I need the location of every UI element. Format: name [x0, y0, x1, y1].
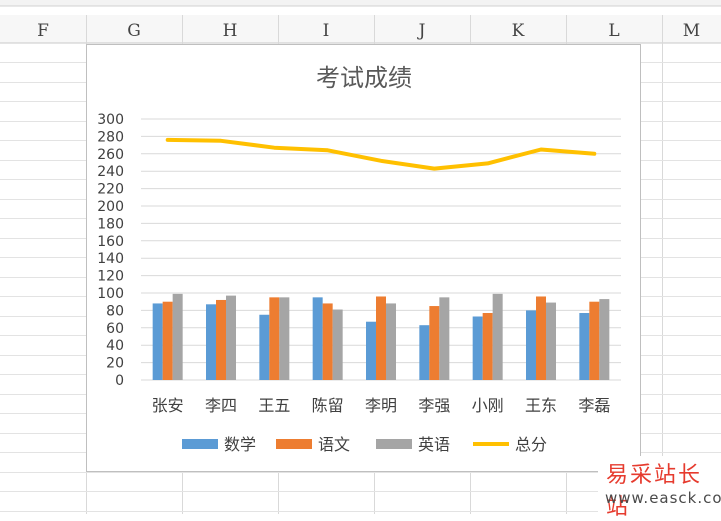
formula-bar-strip: [0, 0, 721, 6]
y-tick-label: 80: [106, 303, 124, 319]
bar: [419, 325, 429, 380]
y-tick-label: 20: [106, 356, 124, 372]
bar: [376, 296, 386, 380]
y-tick-label: 180: [97, 216, 124, 232]
bar: [386, 303, 396, 380]
y-tick-label: 100: [97, 286, 124, 302]
bar: [473, 316, 483, 380]
x-tick-label: 陈留: [312, 396, 344, 415]
x-tick-label: 小刚: [472, 396, 504, 415]
bar: [536, 296, 546, 380]
bar: [269, 297, 279, 380]
x-tick-label: 李磊: [578, 396, 610, 415]
column-header-k[interactable]: K: [470, 19, 566, 43]
bar: [259, 315, 269, 380]
legend-label: 英语: [418, 435, 450, 454]
x-tick-label: 李明: [365, 396, 397, 415]
legend-label: 语文: [318, 435, 350, 454]
column-header-j[interactable]: J: [374, 19, 470, 43]
bar: [546, 303, 556, 380]
legend-swatch: [182, 439, 218, 449]
bar: [599, 299, 609, 380]
y-tick-label: 240: [97, 164, 124, 180]
legend-swatch: [276, 439, 312, 449]
bar: [279, 297, 289, 380]
y-tick-label: 200: [97, 199, 124, 215]
chart-title: 考试成绩: [316, 64, 412, 92]
chart-legend: 数学 语文 英语 总分: [182, 435, 547, 454]
column-header-g[interactable]: G: [86, 19, 182, 43]
column-header-i[interactable]: I: [278, 19, 374, 43]
bar: [589, 302, 599, 380]
y-tick-label: 280: [97, 129, 124, 145]
y-tick-label: 60: [106, 321, 124, 337]
x-tick-label: 张安: [152, 396, 184, 415]
bar: [226, 296, 236, 380]
x-tick-label: 李四: [205, 396, 237, 415]
x-tick-label: 王五: [258, 396, 290, 415]
legend-label: 数学: [224, 435, 256, 454]
bar: [526, 310, 536, 380]
column-header-m[interactable]: M: [662, 19, 721, 43]
y-tick-label: 260: [97, 147, 124, 163]
bar: [323, 303, 333, 380]
column-header-f[interactable]: F: [0, 19, 86, 43]
column-header-l[interactable]: L: [566, 19, 662, 43]
legend-swatch: [376, 439, 412, 449]
x-tick-label: 王东: [525, 396, 557, 415]
bar: [173, 294, 183, 380]
bar: [493, 294, 503, 380]
bar: [439, 297, 449, 380]
watermark-url: www.easck.com: [605, 489, 721, 507]
y-tick-label: 140: [97, 251, 124, 267]
bar: [313, 297, 323, 380]
y-tick-label: 160: [97, 234, 124, 250]
bar: [579, 313, 589, 380]
bar: [163, 302, 173, 380]
y-tick-label: 40: [106, 338, 124, 354]
bar: [216, 300, 226, 380]
legend-label: 总分: [515, 435, 547, 454]
column-header-h[interactable]: H: [182, 19, 278, 43]
y-tick-label: 0: [115, 373, 124, 389]
bar: [153, 303, 163, 380]
y-tick-label: 300: [97, 112, 124, 128]
x-tick-label: 李强: [418, 396, 450, 415]
bar: [206, 304, 216, 380]
bar: [429, 306, 439, 380]
bar: [333, 310, 343, 380]
y-tick-label: 220: [97, 182, 124, 198]
bar: [483, 313, 493, 380]
bar: [366, 322, 376, 380]
y-tick-label: 120: [97, 269, 124, 285]
